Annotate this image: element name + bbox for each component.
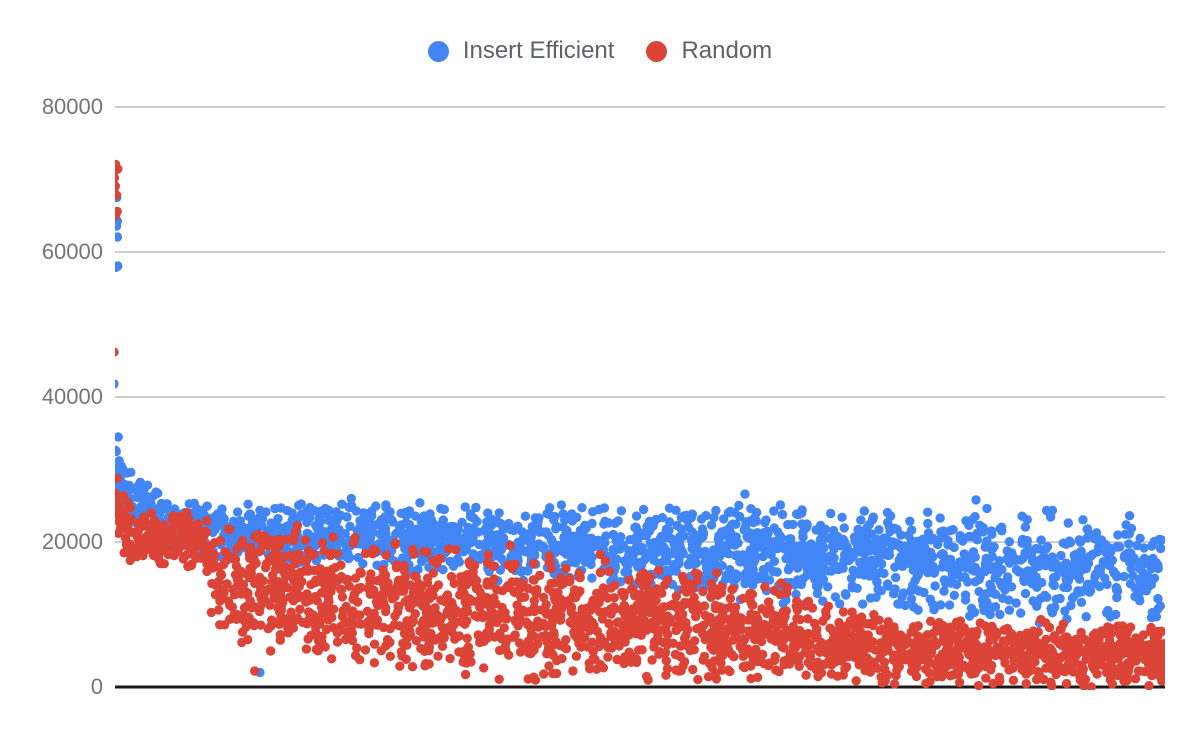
legend-item-insert-efficient[interactable]: Insert Efficient: [427, 37, 615, 64]
y-tick-label-0: 0: [90, 674, 103, 699]
legend-label-insert-efficient: Insert Efficient: [462, 37, 615, 64]
legend-marker-icon-random: [646, 40, 668, 62]
y-tick-label-40000: 40000: [41, 384, 103, 409]
y-tick-label-20000: 20000: [41, 529, 103, 554]
series-points-random: [115, 159, 1165, 690]
legend-label-random: Random: [681, 37, 773, 64]
y-tick-label-80000: 80000: [41, 94, 103, 119]
chart-legend: Insert Efficient Random: [0, 37, 1200, 64]
y-tick-label-60000: 60000: [41, 239, 103, 264]
legend-marker-icon-insert-efficient: [427, 40, 449, 62]
legend-item-random[interactable]: Random: [646, 37, 773, 64]
